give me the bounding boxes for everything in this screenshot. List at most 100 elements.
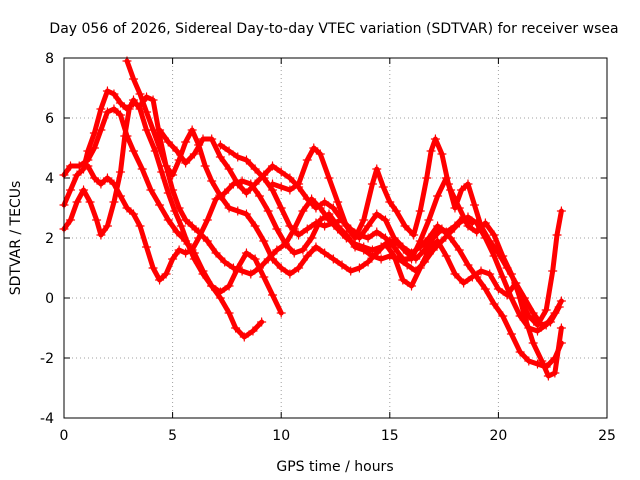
data-point [298, 245, 308, 255]
data-point [459, 212, 469, 222]
data-point [415, 242, 425, 252]
data-point [65, 185, 76, 195]
data-point [328, 254, 338, 264]
data-point [519, 293, 530, 303]
data-point [250, 221, 260, 231]
data-point [198, 134, 208, 144]
data-point [115, 110, 126, 120]
data-point [96, 179, 106, 189]
data-point [385, 197, 395, 207]
data-point [146, 185, 156, 195]
data-point [102, 173, 113, 183]
data-point [128, 209, 139, 219]
data-point [476, 221, 486, 231]
data-point [224, 281, 234, 291]
data-point [528, 338, 538, 348]
data-point [109, 197, 119, 207]
data-point [161, 269, 171, 279]
data-point [154, 275, 165, 285]
y-tick-label: 4 [45, 171, 54, 187]
data-point [272, 224, 282, 234]
data-point [346, 266, 356, 276]
data-point [363, 221, 373, 231]
data-point [485, 236, 495, 246]
data-point [228, 263, 239, 273]
data-point [224, 146, 234, 156]
data-point [541, 305, 551, 315]
data-point [298, 206, 308, 216]
data-point [450, 221, 460, 231]
data-point [215, 191, 225, 201]
data-point [161, 161, 171, 171]
data-point [157, 167, 167, 177]
data-point [259, 272, 269, 282]
data-point [389, 233, 399, 243]
data-point [176, 221, 186, 231]
data-point [398, 242, 408, 252]
data-point [472, 227, 482, 237]
data-point [463, 260, 473, 270]
axis-ticks: 0 5 10 15 20 25 -4 -2 0 2 4 6 8 [40, 51, 616, 444]
data-point [109, 89, 119, 99]
data-point [328, 203, 338, 213]
data-point [467, 218, 477, 228]
series-track-8 [267, 134, 564, 330]
data-point [207, 134, 217, 144]
data-point [485, 269, 495, 279]
data-point [548, 266, 558, 276]
data-point [391, 206, 401, 216]
data-point [215, 152, 225, 162]
data-point [378, 182, 388, 192]
data-point [315, 149, 325, 159]
data-point [276, 203, 286, 213]
data-point [276, 167, 286, 177]
data-point [398, 275, 408, 285]
data-point [493, 284, 503, 294]
data-point [202, 236, 212, 246]
chart-title: Day 056 of 2026, Sidereal Day-to-day VTE… [49, 21, 618, 37]
data-point [320, 221, 330, 231]
data-point [163, 137, 173, 147]
data-point [320, 197, 330, 207]
data-point [122, 203, 132, 213]
x-tick-label: 5 [168, 428, 177, 444]
data-point [230, 323, 241, 333]
y-tick-label: 0 [45, 291, 54, 307]
data-point [187, 245, 197, 255]
data-point [524, 356, 534, 366]
data-point [400, 221, 410, 231]
data-point [248, 326, 258, 336]
data-point [302, 155, 312, 165]
data-point [215, 287, 225, 297]
data-point [189, 149, 199, 159]
data-point [389, 251, 399, 261]
data-point [254, 191, 265, 201]
data-point [137, 164, 147, 174]
data-point [311, 242, 321, 252]
x-axis-label: GPS time / hours [276, 459, 393, 475]
data-point [443, 179, 454, 189]
data-point [181, 158, 191, 168]
data-point [174, 245, 184, 255]
y-tick-label: -4 [40, 411, 54, 427]
data-point [65, 161, 76, 171]
data-point [122, 104, 132, 114]
data-point [422, 173, 432, 183]
data-point [537, 356, 547, 366]
data-point [183, 239, 193, 249]
data-point [463, 179, 473, 189]
x-tick-label: 25 [598, 428, 616, 444]
data-point [311, 203, 321, 213]
data-point [480, 284, 490, 294]
data-point [83, 161, 93, 171]
data-point [324, 173, 334, 183]
data-point [372, 164, 382, 174]
data-point [241, 188, 252, 198]
data-point [309, 143, 319, 153]
data-point [168, 254, 178, 264]
data-point [398, 254, 408, 264]
data-point [224, 308, 234, 318]
data-point [293, 179, 304, 189]
data-point [215, 140, 225, 150]
data-point [341, 221, 351, 231]
